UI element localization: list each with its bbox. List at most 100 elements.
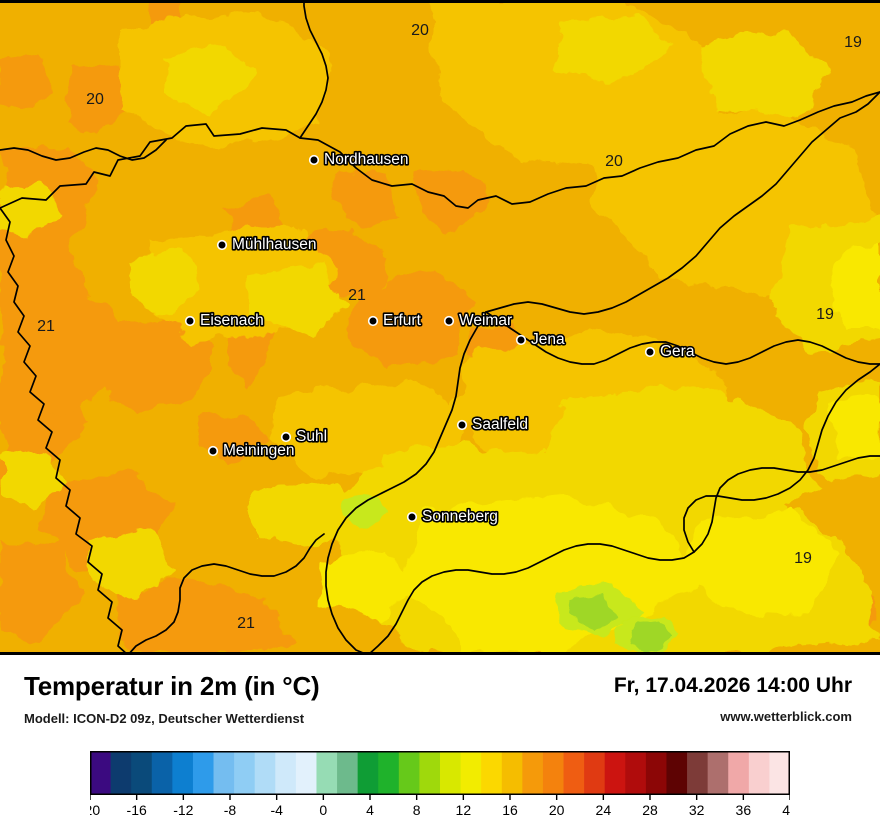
colorbar-tick-label: -20 [90, 802, 100, 818]
colorbar-tick-labels: -20 -16 -12 -8 -4 0 4 8 12 16 20 24 28 32 36 40 [90, 802, 790, 818]
colorbar-swatch [707, 751, 729, 794]
city-marker-weimar[interactable]: Weimar [443, 310, 514, 331]
city-marker-jena[interactable]: Jena [515, 329, 567, 350]
temperature-map[interactable]: 20 19 20 20 21 21 19 19 21 Nordhausen Mühlhausen E… [0, 0, 880, 655]
model-subtitle: Modell: ICON-D2 09z, Deutscher Wetterdie… [24, 711, 305, 726]
colorbar-swatch [440, 751, 461, 794]
colorbar-swatch [604, 751, 626, 794]
colorbar-swatch [645, 751, 667, 794]
colorbar-swatch [419, 751, 441, 794]
city-marker-eisenach[interactable]: Eisenach [184, 310, 265, 331]
colorbar-swatch [295, 751, 317, 794]
city-marker-mhlhausen[interactable]: Mühlhausen [216, 234, 318, 255]
city-dot [207, 445, 219, 457]
city-markers[interactable]: Nordhausen Mühlhausen Eisenach Erfurt Weimar… [184, 149, 696, 527]
colorbar-tick-label: -8 [224, 802, 237, 818]
colorbar-swatch [769, 751, 790, 794]
page-title: Temperatur in 2m (in °C) [24, 671, 320, 701]
colorbar-tick-label: 28 [642, 802, 658, 818]
colorbar-tick-label: 40 [782, 802, 790, 818]
colorbar-swatch [90, 751, 111, 794]
city-marker-nordhausen[interactable]: Nordhausen [308, 149, 410, 170]
colorbar-swatch [192, 751, 214, 794]
colorbar-tick-label: 12 [456, 802, 472, 818]
city-label: Eisenach [200, 312, 264, 329]
field-band-17 [341, 494, 682, 655]
colorbar-swatch [501, 751, 523, 794]
valid-datetime: Fr, 17.04.2026 14:00 Uhr [613, 674, 852, 697]
contour-label: 20 [605, 153, 623, 170]
colorbar-swatch [110, 751, 132, 794]
colorbar: -20 -16 -12 -8 -4 0 4 8 12 16 20 24 28 32 36 40 [0, 751, 880, 821]
colorbar-swatch [357, 751, 379, 794]
map-canvas[interactable]: 20 19 20 20 21 21 19 19 21 Nordhausen Mühlhausen E… [0, 0, 880, 655]
colorbar-tick-label: -12 [173, 802, 193, 818]
contour-labels: 20 19 20 20 21 21 19 19 21 [37, 22, 862, 632]
website-url: www.wetterblick.com [720, 709, 852, 724]
colorbar-swatch [522, 751, 544, 794]
contour-label: 20 [86, 91, 104, 108]
colorbar-swatch [584, 751, 606, 794]
city-label: Meiningen [223, 442, 295, 459]
colorbar-swatch [151, 751, 173, 794]
colorbar-swatch [131, 751, 153, 794]
city-dot [280, 431, 292, 443]
colorbar-ticks [90, 794, 790, 800]
colorbar-tick-label: 20 [549, 802, 565, 818]
city-dot [216, 239, 228, 251]
colorbar-swatch [748, 751, 770, 794]
contour-label: 21 [237, 615, 255, 632]
city-label: Nordhausen [324, 151, 408, 168]
city-dot [644, 346, 656, 358]
colorbar-swatch [316, 751, 338, 794]
colorbar-swatch [563, 751, 585, 794]
colorbar-tick-label: -4 [270, 802, 283, 818]
colorbar-swatch [378, 751, 400, 794]
city-dot [515, 334, 527, 346]
colorbar-swatch [398, 751, 420, 794]
city-dot [184, 315, 196, 327]
colorbar-swatch [234, 751, 256, 794]
colorbar-tick-label: 32 [689, 802, 705, 818]
city-dot [308, 154, 320, 166]
colorbar-tick-label: 0 [319, 802, 327, 818]
footer-panel: Temperatur in 2m (in °C) Modell: ICON-D2… [0, 655, 880, 830]
city-dot [367, 315, 379, 327]
city-dot [456, 419, 468, 431]
colorbar-swatch [172, 751, 194, 794]
colorbar-swatch [337, 751, 359, 794]
city-label: Sonneberg [422, 508, 498, 525]
city-marker-sonneberg[interactable]: Sonneberg [406, 506, 499, 527]
city-label: Suhl [296, 428, 327, 445]
colorbar-tick-label: 16 [502, 802, 518, 818]
contour-label: 20 [411, 22, 429, 39]
colorbar-outline [90, 751, 790, 795]
contour-label: 19 [844, 34, 862, 51]
city-label: Erfurt [383, 312, 422, 329]
city-label: Jena [531, 331, 565, 348]
city-dot [443, 315, 455, 327]
colorbar-swatch [666, 751, 688, 794]
colorbar-swatch [625, 751, 647, 794]
colorbar-swatch [542, 751, 564, 794]
city-marker-meiningen[interactable]: Meiningen [207, 440, 296, 461]
city-marker-suhl[interactable]: Suhl [280, 426, 329, 447]
city-marker-saalfeld[interactable]: Saalfeld [456, 414, 530, 435]
contour-label: 21 [37, 318, 55, 335]
meta-block: Fr, 17.04.2026 14:00 Uhr www.wetterblick… [614, 674, 852, 724]
colorbar-swatch [728, 751, 750, 794]
colorbar-tick-label: 36 [736, 802, 752, 818]
city-dot [406, 511, 418, 523]
colorbar-swatch [254, 751, 276, 794]
colorbar-tick-label: 4 [366, 802, 374, 818]
contour-label: 19 [816, 306, 834, 323]
city-marker-gera[interactable]: Gera [644, 341, 696, 362]
city-label: Weimar [459, 312, 512, 329]
colorbar-tick-label: 24 [596, 802, 612, 818]
title-block: Temperatur in 2m (in °C) Modell: ICON-D2… [24, 671, 320, 726]
contour-label: 19 [794, 550, 812, 567]
colorbar-swatch [213, 751, 235, 794]
colorbar-swatch [481, 751, 503, 794]
city-marker-erfurt[interactable]: Erfurt [367, 310, 423, 331]
